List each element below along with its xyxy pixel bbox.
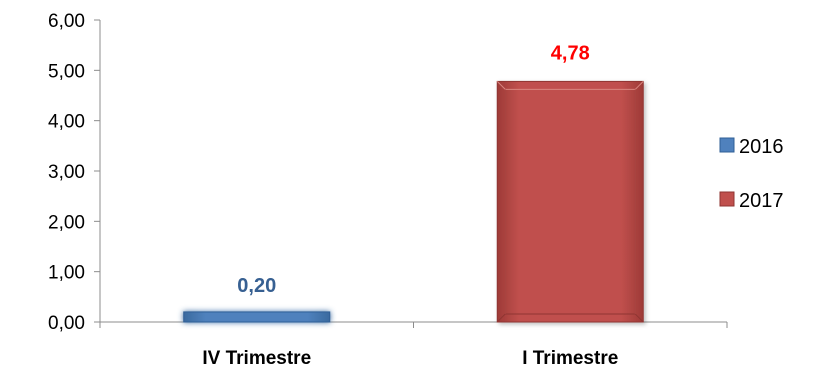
y-tick-label: 0,00 — [48, 313, 85, 334]
bar-bevel — [496, 81, 644, 90]
y-tick-label: 1,00 — [48, 263, 85, 284]
legend-swatch-2016 — [719, 137, 735, 153]
data-label: 0,20 — [237, 275, 276, 297]
legend-label-2016: 2016 — [739, 136, 784, 158]
bars — [183, 80, 644, 323]
data-labels: 0,20 4,78 — [237, 42, 589, 297]
y-axis-ticks: 0,00 1,00 2,00 3,00 4,00 5,00 6,00 — [48, 11, 728, 334]
bar-bevel — [496, 313, 644, 323]
y-tick-label: 6,00 — [48, 11, 85, 32]
y-tick-label: 2,00 — [48, 212, 85, 233]
y-tick-label: 3,00 — [48, 162, 85, 183]
x-category-label: I Trimestre — [522, 348, 618, 369]
data-label: 4,78 — [551, 42, 590, 64]
y-tick-label: 4,00 — [48, 112, 85, 133]
category-labels: IV Trimestre I Trimestre — [202, 348, 618, 369]
x-category-label: IV Trimestre — [202, 348, 311, 369]
bar-2017 — [496, 80, 644, 323]
legend-swatch-2017 — [719, 191, 735, 207]
y-tick-label: 5,00 — [48, 61, 85, 82]
legend: 2016 2017 — [719, 136, 784, 212]
legend-label-2017: 2017 — [739, 190, 784, 212]
bar-2016 — [183, 311, 331, 323]
